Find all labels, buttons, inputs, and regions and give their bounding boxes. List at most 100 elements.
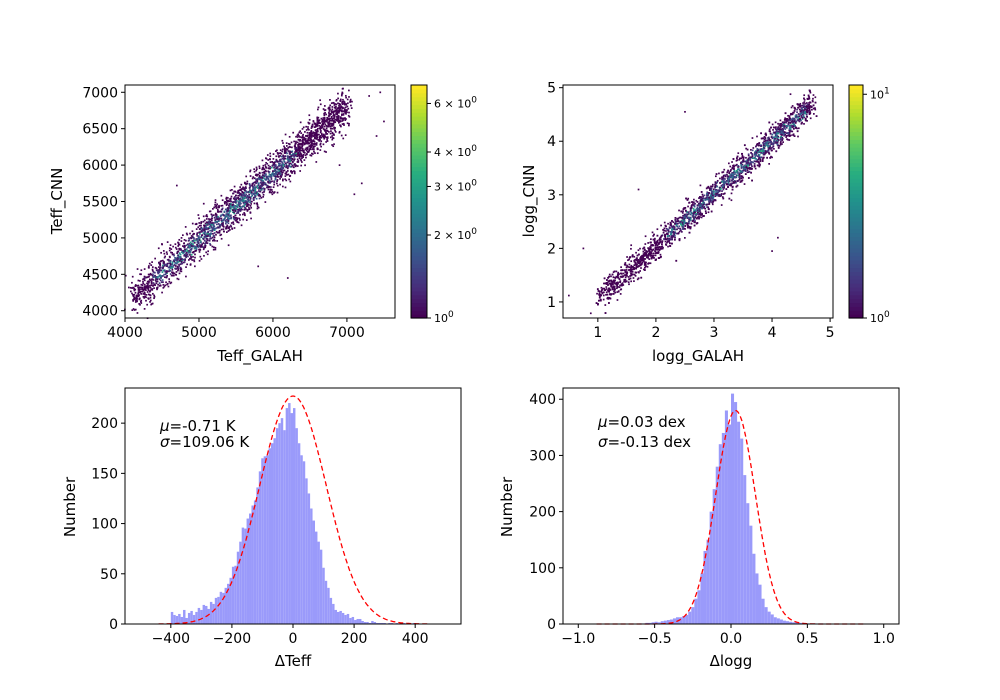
density-point [146,276,148,279]
density-point [172,274,174,277]
density-point [140,273,142,276]
density-point [175,259,177,262]
density-point [637,277,640,280]
density-point [787,114,789,117]
density-point [172,245,174,248]
density-point [158,266,160,268]
density-point [158,271,161,273]
density-point [343,100,345,103]
density-point [319,143,322,146]
density-point [716,193,719,196]
density-point [746,171,749,174]
density-point [714,183,716,186]
density-point [670,236,673,239]
density-point [741,175,744,178]
density-point [191,259,194,261]
density-point [752,157,755,159]
density-point [653,241,656,243]
density-point [750,167,753,170]
teff-density-marks [124,87,385,320]
density-point [166,283,168,286]
density-point [222,223,224,226]
density-point [233,217,236,220]
density-point [171,263,173,266]
density-point [311,139,313,142]
density-point [703,215,705,217]
density-point [612,271,615,273]
density-point [176,265,179,268]
density-point [212,248,215,251]
density-point [247,203,250,206]
density-point [199,245,202,248]
density-point [794,116,797,119]
density-point [236,221,239,224]
density-point [196,239,199,242]
density-point [271,164,274,167]
density-point [165,270,168,272]
density-point [656,246,658,249]
density-point [218,231,220,234]
density-point [266,162,269,165]
density-point [675,259,678,262]
density-point [166,272,168,275]
density-point [320,136,323,139]
density-point [205,238,208,240]
density-point [318,124,321,127]
density-point [322,108,325,110]
density-point [145,285,148,287]
density-point [746,165,749,168]
density-point [802,111,805,113]
density-point [304,142,307,145]
density-point [305,156,307,159]
density-point [178,259,181,262]
density-point [334,131,337,133]
density-point [175,274,178,276]
density-point [209,224,212,227]
density-point [220,194,223,197]
density-point [643,269,646,271]
density-point [763,144,766,146]
density-point [770,135,773,138]
density-point [251,177,254,180]
density-point [252,189,255,192]
density-point [237,196,240,199]
density-point [147,293,150,296]
density-point [774,121,777,124]
density-point [289,153,291,155]
density-point [197,242,200,245]
density-point [231,228,234,230]
density-point [244,214,246,217]
density-point [214,248,217,251]
density-point [650,251,653,253]
density-point [254,188,257,191]
density-point [731,161,733,163]
density-point [299,138,302,141]
density-point [186,249,189,252]
density-point [290,157,292,159]
density-point [202,229,205,232]
density-point [272,186,275,189]
colorbar-segment [411,275,427,280]
density-point [762,148,764,150]
density-point [344,134,347,136]
density-point [342,98,344,101]
density-point [269,165,271,168]
density-point [197,235,200,238]
density-point [682,210,684,212]
density-point [751,165,753,168]
density-point [210,226,213,229]
density-point [200,229,203,232]
density-point [243,181,246,184]
density-point [252,198,255,200]
density-point [710,193,713,195]
density-point [698,197,701,200]
density-point [239,213,241,216]
density-point [737,174,740,176]
density-point [230,216,233,219]
colorbar-segment [411,217,427,222]
colorbar-segment [411,104,427,109]
density-point [773,139,776,141]
density-point [777,144,779,147]
density-point [176,251,179,253]
density-point [345,118,347,120]
